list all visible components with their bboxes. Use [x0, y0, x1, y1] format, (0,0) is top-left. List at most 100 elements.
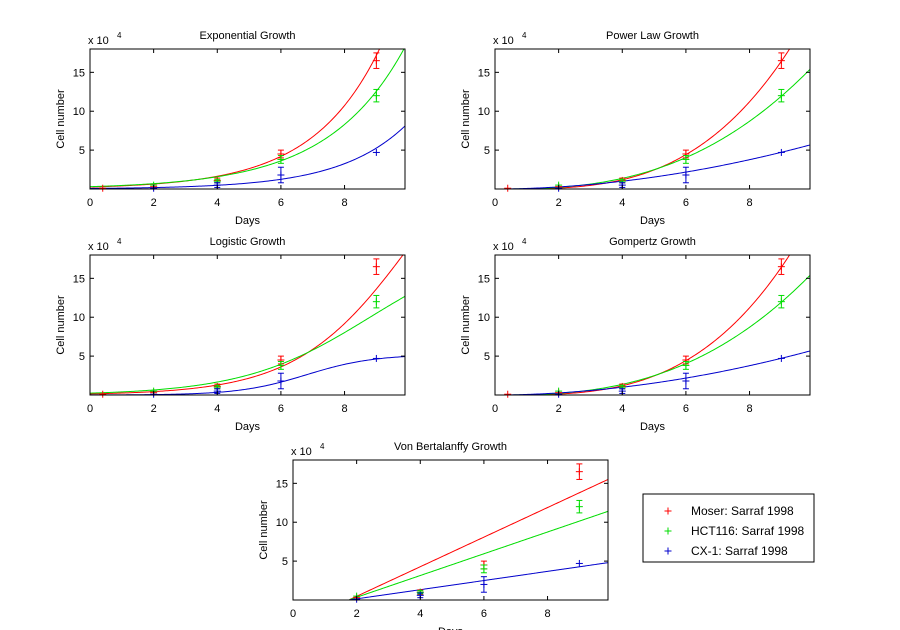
x-tick-label: 2 [151, 197, 157, 209]
data-point [99, 184, 107, 192]
x-tick-label: 4 [214, 197, 220, 209]
chart-title: Gompertz Growth [609, 236, 696, 248]
y-tick-label: 15 [478, 273, 490, 285]
x-axis-label: Days [235, 215, 261, 227]
x-tick-label: 6 [481, 608, 487, 620]
legend-label: HCT116: Sarraf 1998 [691, 524, 804, 538]
x-tick-label: 8 [341, 197, 347, 209]
y-tick-label: 5 [282, 556, 288, 568]
error-bar [373, 88, 380, 103]
y-tick-label: 15 [73, 67, 85, 79]
y-axis-label: Cell number [55, 295, 67, 355]
fit-curve-2 [90, 295, 405, 394]
x-tick-label: 0 [87, 403, 93, 415]
x-axis-label: Days [235, 421, 261, 433]
error-bar [277, 155, 284, 164]
x-tick-label: 8 [341, 403, 347, 415]
error-bar [682, 361, 689, 370]
error-bar [277, 166, 284, 184]
fit-curve-1 [90, 49, 381, 188]
data-point [372, 148, 380, 156]
chart-title: Exponential Growth [200, 30, 296, 42]
y-tick-label: 5 [79, 145, 85, 157]
x-tick-label: 8 [746, 403, 752, 415]
error-bar [778, 294, 785, 309]
error-bar [277, 372, 284, 390]
y-tick-label: 15 [73, 273, 85, 285]
x-tick-label: 4 [417, 608, 423, 620]
error-bar [576, 499, 583, 514]
chart-panel-5: 0 2 4 6 8 5 10 15 Von Bertalanffy Growth Days Cell… [258, 441, 609, 630]
y-tick-label: 10 [276, 517, 288, 529]
y-tick-label: 5 [484, 145, 490, 157]
error-bar [373, 52, 380, 69]
x-tick-label: 6 [278, 197, 284, 209]
axis-exponent-power: 4 [117, 237, 122, 246]
legend-label: CX-1: Sarraf 1998 [691, 544, 788, 558]
axes-box [494, 48, 811, 190]
y-axis-label: Cell number [460, 89, 472, 149]
error-bar [778, 52, 785, 69]
y-tick-label: 10 [478, 312, 490, 324]
x-tick-label: 6 [683, 403, 689, 415]
axis-exponent-power: 4 [320, 442, 325, 451]
legend-marker [664, 507, 672, 515]
x-axis-label: Days [640, 421, 666, 433]
data-point [504, 390, 512, 398]
x-tick-label: 6 [278, 403, 284, 415]
legend-label: Moser: Sarraf 1998 [691, 504, 794, 518]
error-bar [576, 463, 583, 480]
chart-title: Von Bertalanffy Growth [394, 441, 507, 453]
fit-curve-2 [90, 49, 405, 188]
fit-curve-2 [349, 510, 608, 600]
fit-curve-3 [495, 350, 810, 395]
legend: Moser: Sarraf 1998 HCT116: Sarraf 1998 CX-… [642, 493, 815, 563]
fit-curve-3 [349, 562, 608, 600]
data-point [777, 354, 785, 362]
data-point [575, 559, 583, 567]
legend-marker [664, 527, 672, 535]
x-tick-label: 0 [492, 403, 498, 415]
chart-panel-4: 0 2 4 6 8 5 10 15 Gompertz Growth Days Cell number… [460, 236, 811, 433]
data-point [504, 184, 512, 192]
error-bar [682, 166, 689, 184]
axes-box [89, 48, 406, 190]
x-tick-label: 4 [619, 197, 625, 209]
fit-curve-3 [90, 125, 405, 189]
x-axis-label: Days [640, 215, 666, 227]
chart-title: Power Law Growth [606, 30, 699, 42]
y-tick-label: 10 [478, 106, 490, 118]
axis-exponent-label: x 10 [493, 35, 514, 47]
chart-panel-1: 0 2 4 6 8 5 10 15 Exponential Growth Days Cell num… [55, 30, 406, 227]
x-tick-label: 2 [556, 197, 562, 209]
axes-box [494, 254, 811, 396]
error-bar [373, 258, 380, 275]
x-tick-label: 0 [492, 197, 498, 209]
fit-curve-3 [495, 144, 810, 189]
x-tick-label: 6 [683, 197, 689, 209]
axes-box [292, 459, 609, 601]
legend-marker [664, 547, 672, 555]
axis-exponent-power: 4 [117, 31, 122, 40]
axis-exponent-label: x 10 [291, 446, 312, 458]
y-axis-label: Cell number [258, 500, 270, 560]
y-tick-label: 15 [478, 67, 490, 79]
chart-panel-3: 0 2 4 6 8 5 10 15 Logistic Growth Days Cell number… [55, 236, 406, 433]
axis-exponent-power: 4 [522, 237, 527, 246]
axis-exponent-label: x 10 [88, 241, 109, 253]
y-tick-label: 5 [79, 351, 85, 363]
error-bar [682, 372, 689, 390]
x-tick-label: 2 [354, 608, 360, 620]
x-tick-label: 4 [619, 403, 625, 415]
y-tick-label: 15 [276, 478, 288, 490]
error-bar [373, 294, 380, 309]
x-tick-label: 2 [151, 403, 157, 415]
y-tick-label: 10 [73, 106, 85, 118]
error-bar [480, 564, 487, 574]
data-point [372, 354, 380, 362]
x-tick-label: 0 [87, 197, 93, 209]
y-tick-label: 5 [484, 351, 490, 363]
x-axis-label: Days [438, 626, 464, 630]
x-tick-label: 2 [556, 403, 562, 415]
